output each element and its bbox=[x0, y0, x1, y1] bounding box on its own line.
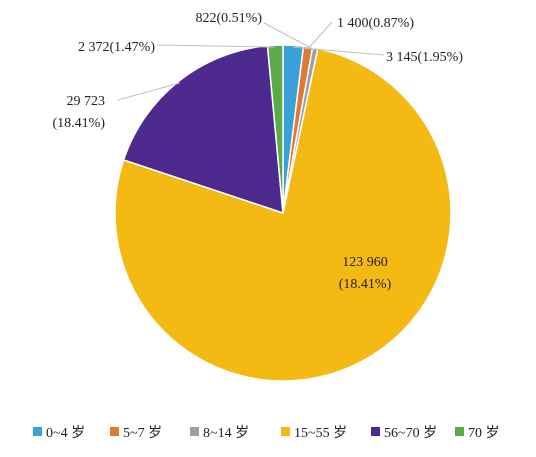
leader-line-8-14 bbox=[263, 22, 316, 51]
legend-item-8-14: 8~14 岁 bbox=[190, 425, 249, 441]
legend-label-56-70: 56~70 岁 bbox=[384, 425, 437, 441]
legend-item-5-7: 5~7 岁 bbox=[110, 425, 162, 441]
data-label-5-7: 1 400(0.87%) bbox=[337, 16, 414, 31]
pie-slice-15-55 bbox=[114, 47, 452, 382]
data-labels: 3 145(1.95%) 1 400(0.87%) 822(0.51%) 123 96… bbox=[53, 11, 464, 292]
legend-swatch-70 bbox=[455, 427, 464, 436]
data-label-0-4: 3 145(1.95%) bbox=[386, 50, 463, 65]
leader-line-70 bbox=[156, 44, 276, 48]
legend-label-15-55: 15~55 岁 bbox=[294, 425, 347, 441]
data-label-8-14: 822(0.51%) bbox=[196, 11, 263, 26]
legend-swatch-56-70 bbox=[371, 427, 380, 436]
legend-swatch-15-55 bbox=[281, 427, 290, 436]
data-label-70: 2 372(1.47%) bbox=[78, 40, 155, 55]
legend-swatch-0-4 bbox=[33, 427, 42, 436]
pie-slices bbox=[114, 44, 452, 382]
legend-swatch-5-7 bbox=[110, 427, 119, 436]
legend-label-5-7: 5~7 岁 bbox=[123, 425, 162, 441]
legend-label-0-4: 0~4 岁 bbox=[46, 425, 85, 441]
legend-item-70: 70 岁 bbox=[455, 425, 500, 441]
pie-slice-56-70 bbox=[122, 44, 284, 215]
leader-line-56-70 bbox=[117, 82, 180, 101]
legend-item-15-55: 15~55 岁 bbox=[281, 425, 347, 441]
legend-label-8-14: 8~14 岁 bbox=[203, 425, 249, 441]
data-label-56-70-line-1: 29 723 bbox=[67, 94, 106, 109]
leader-lines bbox=[117, 21, 385, 101]
legend-swatch-8-14 bbox=[190, 427, 199, 436]
data-label-56-70-line-2: (18.41%) bbox=[53, 116, 106, 131]
legend: 0~4 岁 5~7 岁 8~14 岁 15~55 岁 56~70 岁 70 岁 bbox=[33, 425, 500, 441]
pie-slice-70 bbox=[266, 44, 284, 214]
legend-label-70: 70 岁 bbox=[468, 425, 500, 441]
leader-line-5-7 bbox=[307, 21, 333, 50]
legend-item-0-4: 0~4 岁 bbox=[33, 425, 85, 441]
data-label-15-55-line-2: (18.41%) bbox=[339, 277, 392, 292]
legend-item-56-70: 56~70 岁 bbox=[371, 425, 437, 441]
data-label-15-55-line-1: 123 960 bbox=[342, 255, 388, 270]
